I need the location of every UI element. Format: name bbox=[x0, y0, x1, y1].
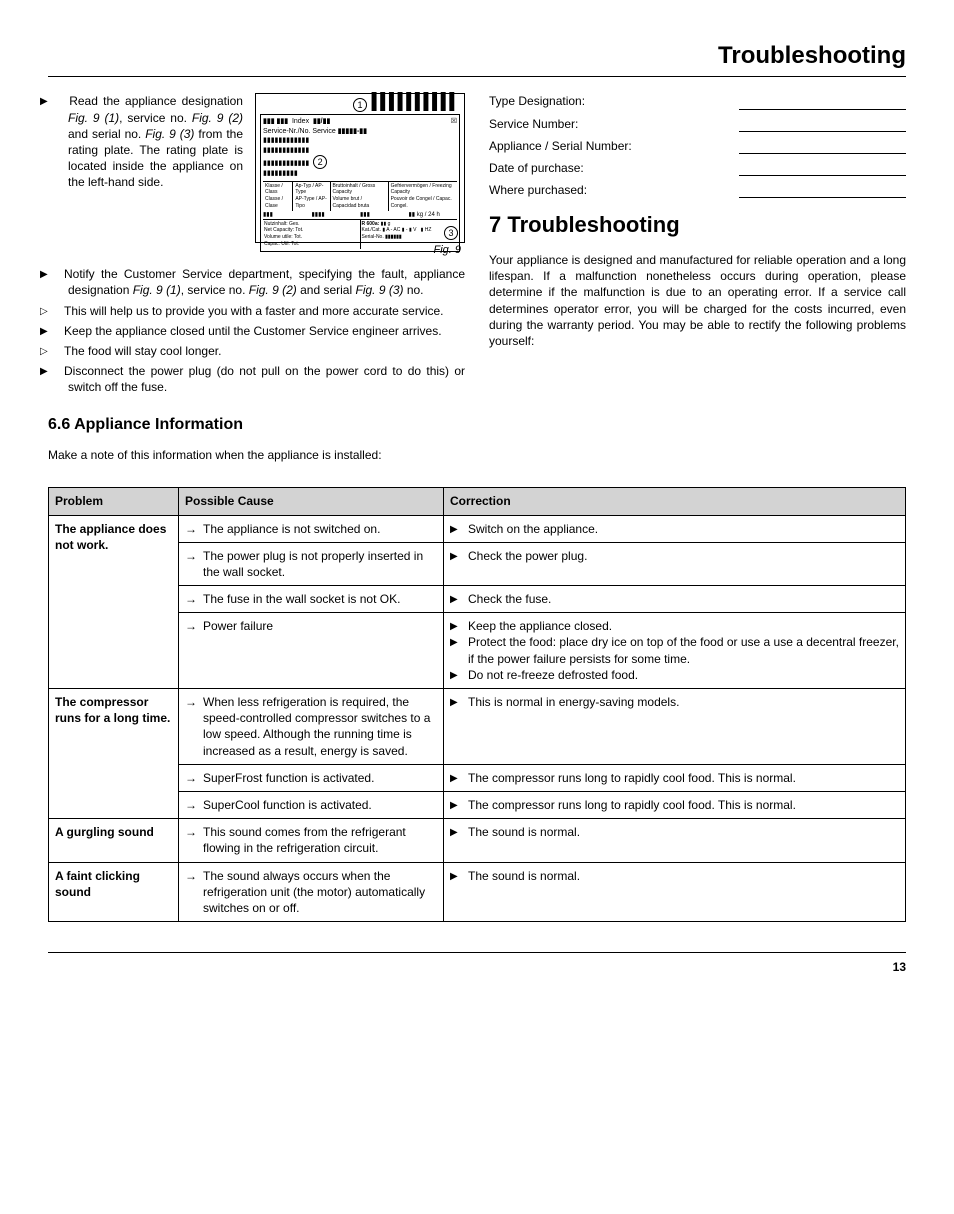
col-problem: Problem bbox=[49, 488, 179, 515]
correction-text: Protect the food: place dry ice on top o… bbox=[468, 634, 899, 666]
page-number: 13 bbox=[48, 952, 906, 975]
page-title: Troubleshooting bbox=[48, 40, 906, 77]
right-column: Type Designation: Service Number: Applia… bbox=[489, 93, 906, 475]
date-line bbox=[739, 164, 906, 176]
table-row: A faint clicking sound The sound always … bbox=[49, 862, 906, 922]
make-note-text: Make a note of this information when the… bbox=[48, 447, 465, 463]
type-line bbox=[739, 98, 906, 110]
upper-grid: Read the appliance designation Fig. 9 (1… bbox=[48, 93, 906, 475]
correction-text: The sound is normal. bbox=[468, 824, 899, 840]
table-header-row: Problem Possible Cause Correction bbox=[49, 488, 906, 515]
cause-text: This sound comes from the refrigerant fl… bbox=[203, 824, 437, 856]
service-line bbox=[739, 120, 906, 132]
col-correction: Correction bbox=[444, 488, 906, 515]
asn-line bbox=[739, 142, 906, 154]
correction-text: Check the fuse. bbox=[468, 591, 899, 607]
table-row: The compressor runs for a long time. Whe… bbox=[49, 689, 906, 765]
cause-text: The power plug is not properly inserted … bbox=[203, 548, 437, 580]
troubleshooting-table: Problem Possible Cause Correction The ap… bbox=[48, 487, 906, 922]
asn-label: Appliance / Serial Number: bbox=[489, 138, 723, 154]
cause-text: The fuse in the wall socket is not OK. bbox=[203, 591, 437, 607]
correction-text: This is normal in energy-saving models. bbox=[468, 694, 899, 710]
col-cause: Possible Cause bbox=[179, 488, 444, 515]
rating-plate-diagram: 1 ▌▌▌▌▌▌▌▌▌▌ ▮▮▮ ▮▮▮ Index ▮▮/▮▮ ☒ Servi… bbox=[255, 93, 465, 243]
section-7-intro: Your appliance is designed and manufactu… bbox=[489, 252, 906, 349]
type-label: Type Designation: bbox=[489, 93, 723, 109]
left-bullets: Notify the Customer Service department, … bbox=[48, 266, 465, 395]
correction-text: The compressor runs long to rapidly cool… bbox=[468, 797, 899, 813]
triangle-icon bbox=[450, 521, 464, 537]
arrow-icon bbox=[185, 521, 199, 537]
correction-text: Do not re-freeze defrosted food. bbox=[468, 667, 899, 683]
section-7-heading: 7 Troubleshooting bbox=[489, 210, 906, 240]
where-label: Where purchased: bbox=[489, 182, 723, 198]
problem-cell: The compressor runs for a long time. bbox=[49, 689, 179, 819]
correction-text: Check the power plug. bbox=[468, 548, 899, 564]
table-row: A gurgling sound This sound comes from t… bbox=[49, 819, 906, 862]
problem-cell: A gurgling sound bbox=[49, 819, 179, 862]
service-label: Service Number: bbox=[489, 116, 723, 132]
cause-text: SuperCool function is activated. bbox=[203, 797, 437, 813]
correction-text: Switch on the appliance. bbox=[468, 521, 899, 537]
left-column: Read the appliance designation Fig. 9 (1… bbox=[48, 93, 465, 475]
table-row: The appliance does not work. The applian… bbox=[49, 515, 906, 542]
where-line bbox=[739, 186, 906, 198]
problem-cell: A faint clicking sound bbox=[49, 862, 179, 922]
cause-text: SuperFrost function is activated. bbox=[203, 770, 437, 786]
cause-text: When less refrigeration is required, the… bbox=[203, 694, 437, 759]
correction-text: Keep the appliance closed. bbox=[468, 618, 899, 634]
cause-text: Power failure bbox=[203, 618, 437, 634]
problem-cell: The appliance does not work. bbox=[49, 515, 179, 689]
triangle-icon bbox=[54, 93, 64, 109]
correction-text: The compressor runs long to rapidly cool… bbox=[468, 770, 899, 786]
section-6-6-heading: 6.6 Appliance Information bbox=[48, 414, 465, 436]
read-appliance-text: Read the appliance designation Fig. 9 (1… bbox=[68, 94, 243, 189]
correction-text: The sound is normal. bbox=[468, 868, 899, 884]
date-label: Date of purchase: bbox=[489, 160, 723, 176]
cause-text: The appliance is not switched on. bbox=[203, 521, 437, 537]
cause-text: The sound always occurs when the refrige… bbox=[203, 868, 437, 917]
